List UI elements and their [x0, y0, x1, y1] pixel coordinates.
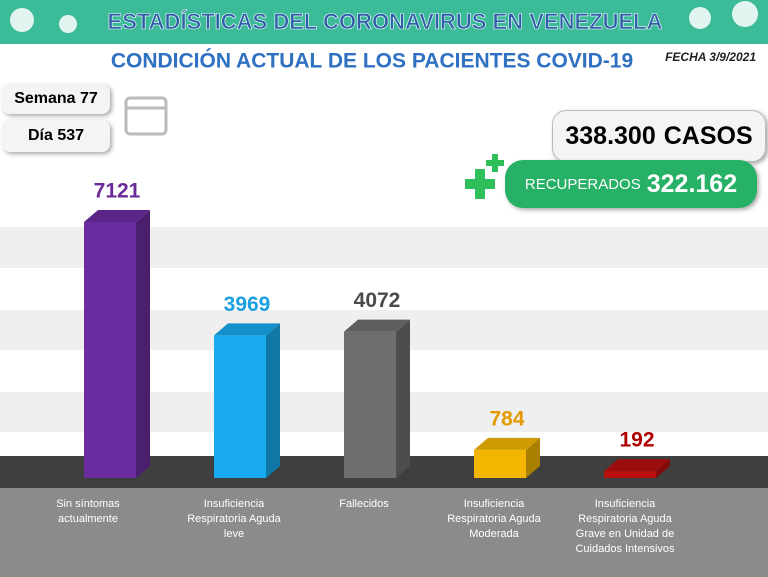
bar-top	[344, 319, 410, 332]
category-label: Insuficiencia Respiratoria Aguda Grave e…	[575, 498, 675, 555]
bar	[474, 449, 526, 478]
header-title: ESTADÍSTICAS DEL CORONAVIRUS EN VENEZUEL…	[108, 9, 663, 34]
value-label: 192	[619, 429, 654, 452]
cases-label: CASOS	[663, 121, 753, 150]
bar	[84, 222, 136, 478]
bar-side	[396, 319, 410, 478]
value-label: 3969	[224, 293, 271, 316]
recovered-label: RECUPERADOS	[524, 175, 641, 193]
week-box: Semana 77	[2, 84, 110, 114]
value-label: 4072	[354, 289, 401, 312]
recovered-value: 322.162	[646, 169, 738, 198]
bar-top	[84, 210, 150, 222]
day-box: Día 537	[2, 120, 110, 152]
cases-value: 338.300	[565, 121, 656, 150]
category-label: Insuficiencia Respiratoria Aguda Moderad…	[447, 498, 541, 540]
virus-icons	[10, 1, 758, 33]
bar-side	[136, 210, 150, 478]
bar	[604, 471, 656, 478]
bar-top	[604, 459, 670, 472]
plus-icons	[465, 154, 504, 199]
cases-box: 338.300 CASOS	[552, 110, 766, 162]
recovered-box: RECUPERADOS 322.162	[505, 160, 757, 208]
bar-top	[474, 437, 540, 450]
category-label: Sin síntomas actualmente	[56, 498, 120, 525]
category-label: Fallecidos	[339, 498, 389, 510]
category-label: Insuficiencia Respiratoria Aguda leve	[187, 498, 281, 540]
bar-side	[266, 323, 280, 478]
bar-side	[526, 437, 540, 478]
label-area	[0, 488, 768, 577]
chart-title: CONDICIÓN ACTUAL DE LOS PACIENTES COVID-…	[111, 49, 633, 73]
header-band	[0, 0, 768, 44]
bar	[344, 331, 396, 478]
date: FECHA 3/9/2021	[665, 50, 756, 64]
bar	[214, 335, 266, 478]
bar-top	[214, 323, 280, 336]
bar-side	[656, 459, 670, 478]
calendar-icon	[124, 96, 168, 136]
value-label: 7121	[94, 180, 141, 203]
value-label: 784	[489, 407, 524, 430]
